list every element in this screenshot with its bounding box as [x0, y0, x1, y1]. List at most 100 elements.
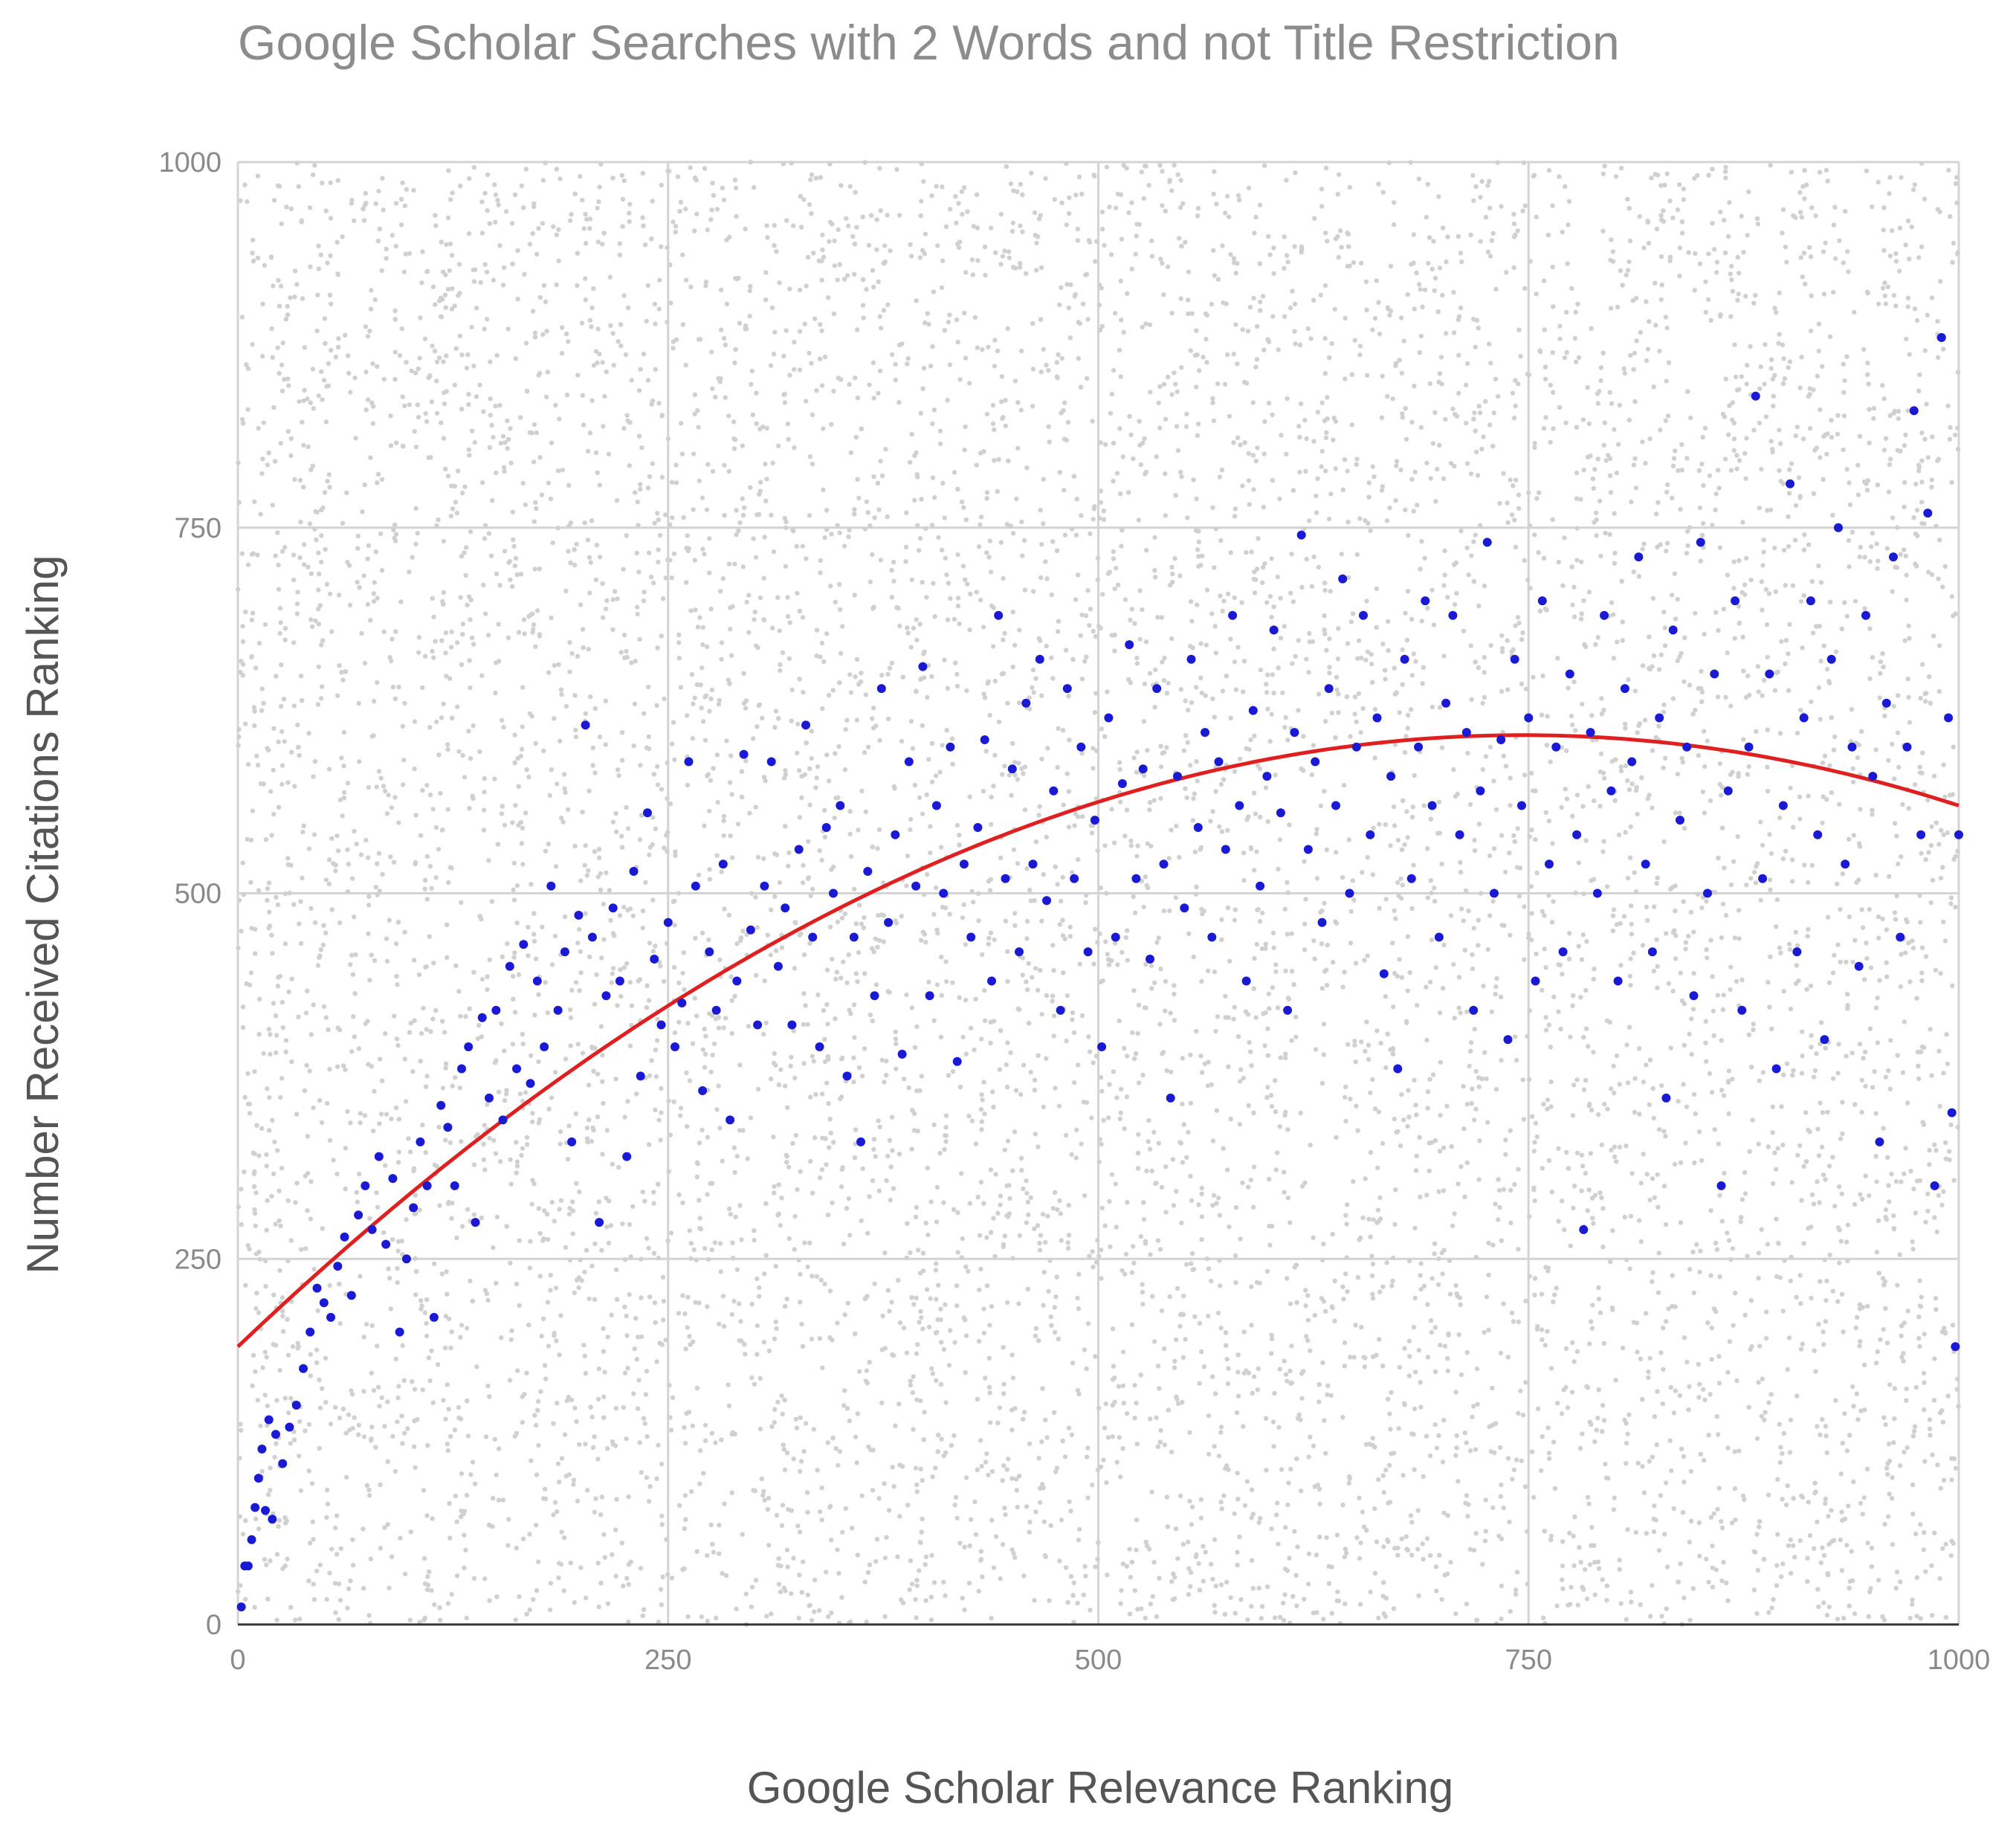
background-point [1647, 1459, 1652, 1464]
background-point [1721, 1093, 1727, 1098]
background-point [1345, 1289, 1350, 1294]
background-point [1418, 1286, 1424, 1292]
background-point [1351, 259, 1357, 265]
background-point [924, 1287, 930, 1292]
background-point [1708, 317, 1713, 323]
background-point [1801, 1241, 1806, 1246]
background-point [852, 507, 857, 512]
background-point [1626, 677, 1631, 683]
background-point [992, 937, 997, 943]
background-point [822, 535, 827, 541]
background-point [1898, 1463, 1903, 1468]
background-point [769, 512, 774, 518]
background-point [1386, 648, 1391, 654]
background-point [654, 1476, 659, 1482]
background-point [1117, 760, 1122, 765]
background-point [1947, 1149, 1952, 1154]
background-point [1513, 403, 1518, 409]
background-point [828, 1130, 834, 1136]
background-point [1760, 1070, 1765, 1075]
background-point [1723, 169, 1728, 174]
background-point [1009, 1352, 1015, 1358]
background-point [1079, 677, 1085, 682]
background-point [1405, 589, 1411, 594]
background-point [959, 1171, 964, 1176]
background-point [400, 782, 406, 787]
background-point [1045, 746, 1050, 751]
background-point [1002, 1147, 1008, 1152]
background-point [1285, 932, 1290, 937]
background-point [1340, 1503, 1345, 1508]
background-point [1891, 1213, 1896, 1219]
background-point [1522, 558, 1527, 563]
background-point [1129, 1270, 1135, 1275]
background-point [1104, 164, 1110, 170]
background-point [1789, 1180, 1794, 1185]
background-point [1827, 763, 1832, 769]
background-point [1376, 181, 1381, 187]
background-point [930, 1371, 936, 1376]
background-point [1528, 259, 1533, 264]
background-point [384, 1111, 390, 1117]
background-point [288, 1604, 294, 1610]
background-point [262, 1258, 268, 1264]
background-point [1624, 1440, 1629, 1446]
background-point [764, 477, 769, 482]
background-point [240, 1004, 246, 1010]
background-point [884, 1073, 889, 1078]
background-point [827, 219, 833, 225]
background-point [395, 1239, 401, 1245]
background-point [882, 1346, 888, 1351]
background-point [783, 525, 789, 530]
background-point [911, 1128, 917, 1133]
background-point [1487, 422, 1493, 427]
background-point [335, 178, 340, 183]
background-point [920, 1516, 925, 1522]
background-point [1024, 866, 1030, 871]
background-point [981, 1330, 987, 1336]
background-point [1789, 857, 1795, 862]
background-point [630, 913, 636, 919]
background-point [1429, 704, 1435, 710]
background-point [382, 1525, 387, 1530]
background-point [1816, 564, 1821, 569]
background-point [789, 687, 795, 693]
background-point [720, 1571, 725, 1576]
background-point [1823, 240, 1828, 245]
background-point [783, 1083, 788, 1088]
background-point [1179, 1220, 1184, 1226]
background-point [1723, 164, 1728, 170]
background-point [390, 636, 395, 642]
background-point [542, 1486, 548, 1492]
background-point [361, 1434, 367, 1439]
background-point [512, 950, 517, 955]
background-point [1039, 1012, 1044, 1017]
background-point [270, 951, 275, 956]
background-point [572, 1405, 578, 1411]
background-point [433, 825, 439, 830]
background-point [1329, 341, 1334, 346]
background-point [1687, 683, 1693, 688]
background-point [1370, 464, 1375, 469]
background-point [1441, 654, 1447, 659]
background-point [1107, 1198, 1112, 1204]
background-point [743, 758, 749, 764]
background-point [393, 1356, 398, 1362]
background-point [733, 1214, 738, 1220]
background-point [1644, 358, 1650, 364]
background-point [475, 1036, 480, 1042]
background-point [604, 870, 609, 876]
background-point [1173, 381, 1178, 387]
background-point [528, 1053, 534, 1059]
background-point [1683, 946, 1688, 952]
background-point [740, 496, 745, 501]
background-point [1038, 507, 1043, 513]
background-point [1840, 1100, 1845, 1105]
background-point [1778, 950, 1783, 955]
background-point [1568, 713, 1574, 719]
background-point [1017, 1233, 1023, 1239]
background-point [1513, 477, 1519, 483]
background-point [1076, 355, 1082, 361]
background-point [708, 217, 714, 222]
background-point [1696, 753, 1702, 758]
